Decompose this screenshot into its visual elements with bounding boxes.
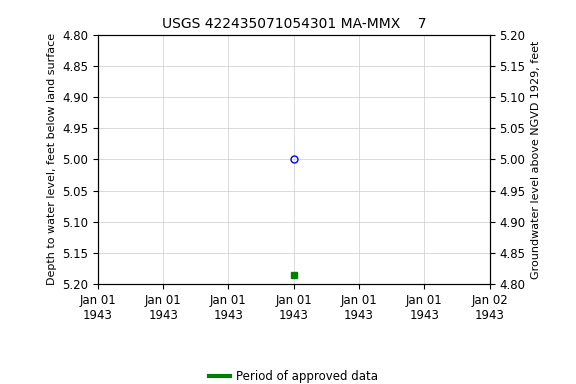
Y-axis label: Groundwater level above NGVD 1929, feet: Groundwater level above NGVD 1929, feet (531, 40, 541, 278)
Y-axis label: Depth to water level, feet below land surface: Depth to water level, feet below land su… (47, 33, 56, 285)
Legend: Period of approved data: Period of approved data (209, 370, 378, 383)
Title: USGS 422435071054301 MA-MMX    7: USGS 422435071054301 MA-MMX 7 (161, 17, 426, 31)
